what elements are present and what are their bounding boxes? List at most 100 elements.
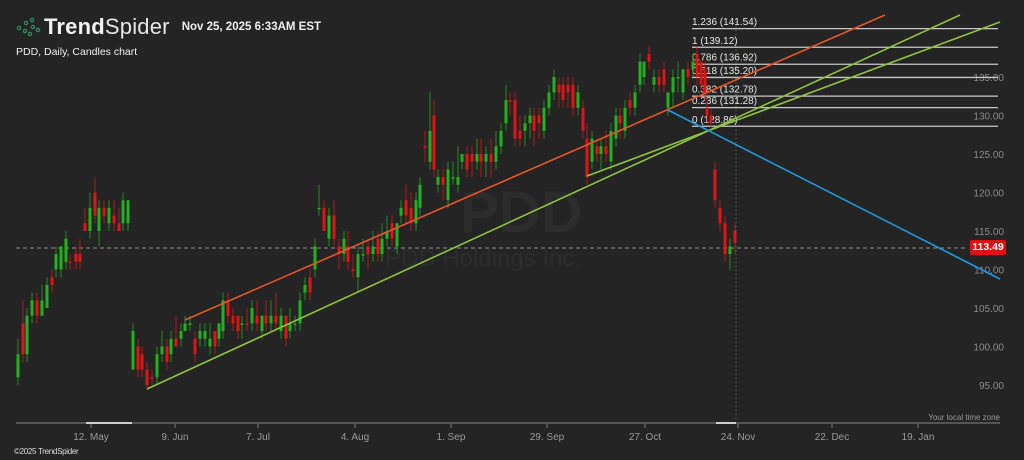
chart-timestamp: Nov 25, 2025 6:33AM EST — [181, 21, 322, 33]
candle — [308, 269, 312, 301]
candle — [250, 300, 254, 332]
candle-body — [676, 77, 680, 79]
candle — [35, 292, 39, 324]
candle-body — [652, 77, 656, 85]
candle-body — [93, 192, 97, 216]
candle-body — [436, 177, 440, 185]
candle-body — [633, 92, 637, 108]
candle — [97, 200, 101, 247]
candle-body — [508, 100, 512, 102]
candle — [499, 123, 503, 154]
candle-body — [284, 315, 288, 339]
candle-body — [112, 215, 116, 224]
candle-body — [21, 323, 25, 355]
time-axis[interactable]: Your local time zone 12. May 9. Jun 7. Jul… — [16, 413, 1001, 443]
candle — [327, 207, 331, 247]
last-price-badge: 113.49 — [970, 240, 1006, 255]
candle — [25, 308, 29, 362]
candle-body — [107, 207, 111, 224]
candle-body — [618, 115, 622, 124]
candle — [633, 84, 637, 116]
trendline-upper-channel[interactable] — [184, 14, 886, 321]
candle — [45, 277, 49, 308]
candle — [432, 100, 436, 178]
candle-body — [552, 77, 556, 93]
candle — [662, 61, 666, 93]
candle-body — [351, 269, 355, 271]
candle-body — [68, 261, 72, 264]
candle — [705, 100, 709, 124]
candle — [284, 315, 288, 347]
candle — [557, 77, 561, 108]
candlestick-series — [16, 46, 737, 389]
candle-body — [169, 338, 173, 355]
candle-body — [475, 154, 479, 162]
candle — [479, 138, 483, 178]
candle — [145, 361, 149, 389]
candle-body — [231, 315, 235, 324]
candle — [666, 92, 670, 116]
candle-body — [126, 200, 130, 224]
candle — [523, 115, 527, 147]
candle — [264, 300, 268, 332]
trendline-downtrend[interactable] — [667, 109, 1001, 280]
candle-body — [361, 254, 365, 256]
candle — [356, 246, 360, 293]
candle-body — [183, 323, 187, 332]
candle-body — [666, 92, 670, 108]
candle — [456, 146, 460, 193]
time-tick-label: 27. Oct — [629, 432, 661, 443]
candle — [279, 308, 283, 339]
trendlines[interactable] — [146, 14, 1001, 390]
candle-body — [390, 223, 394, 239]
candle-body — [174, 338, 178, 347]
candle — [475, 138, 479, 170]
candle — [255, 300, 259, 332]
candle-body — [638, 61, 642, 85]
trendspider-logo-text: TrendSpider — [44, 14, 170, 40]
candle — [628, 92, 632, 116]
timezone-label: Your local time zone — [928, 413, 1000, 422]
candle-body — [713, 169, 717, 201]
candle-body — [121, 200, 125, 224]
candle-body — [188, 323, 192, 325]
candle-body — [657, 77, 661, 85]
candle-body — [346, 246, 350, 262]
candle-body — [399, 207, 403, 216]
candle-body — [240, 323, 244, 325]
candle — [542, 100, 546, 139]
fibonacci-retracement[interactable]: 1.236 (141.54) 1 (139.12) 0.786 (136.92) 0.… — [692, 17, 998, 127]
trendline-lower-channel[interactable] — [146, 14, 961, 390]
candle — [226, 292, 230, 324]
price-axis[interactable]: 135.00 130.00 125.00 120.00 115.00 110.00 105.… — [973, 73, 1004, 392]
candle-body — [160, 346, 164, 355]
time-tick-label: 24. Nov — [721, 432, 755, 443]
candle — [298, 292, 302, 332]
candle-body — [686, 69, 690, 77]
candle — [676, 61, 680, 93]
time-tick-label: 4. Aug — [341, 432, 369, 443]
candle — [537, 107, 541, 139]
candle-body — [590, 138, 594, 162]
candle-body — [547, 92, 551, 108]
candle-body — [30, 300, 34, 316]
candle-body — [293, 323, 297, 325]
candle — [695, 46, 699, 85]
fib-level-label: 0 (128.86) — [692, 115, 738, 126]
brand-bold: Trend — [44, 14, 105, 39]
candle-body — [404, 200, 408, 216]
candle-body — [298, 300, 302, 324]
candle — [121, 192, 125, 231]
candle-body — [723, 223, 727, 255]
candle — [671, 69, 675, 108]
candle — [208, 323, 212, 355]
candle — [414, 192, 418, 231]
price-tick-label: 100.00 — [973, 343, 1004, 354]
candle — [418, 177, 422, 216]
candle-body — [308, 277, 312, 293]
fib-level-label: 0.382 (132.78) — [692, 85, 757, 96]
candle-body — [356, 254, 360, 278]
trendline-short-support[interactable] — [586, 21, 1001, 177]
copyright: ©2025 TrendSpider — [14, 447, 79, 456]
